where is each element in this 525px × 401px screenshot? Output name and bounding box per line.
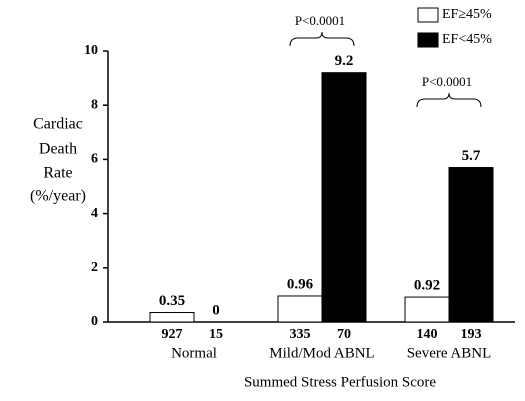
annotation: P<0.0001 [422, 74, 472, 89]
y-axis-title: Rate [43, 165, 72, 182]
legend-swatch [417, 32, 439, 48]
x-tick-label: Normal [171, 345, 217, 361]
count-label: 15 [209, 327, 223, 342]
y-tick-label: 0 [91, 314, 98, 329]
count-label: 193 [461, 327, 482, 342]
bar [448, 167, 494, 323]
count-label: 140 [417, 327, 438, 342]
bar [321, 72, 367, 323]
y-axis-title: (%/year) [30, 188, 86, 205]
legend-swatch [417, 7, 439, 23]
y-tick-label: 2 [91, 260, 98, 275]
count-label: 70 [337, 327, 351, 342]
x-axis-title: Summed Stress Perfusion Score [244, 374, 436, 390]
value-label: 5.7 [462, 148, 481, 164]
value-label: 0.92 [414, 278, 440, 294]
x-tick-label: Severe ABNL [407, 345, 492, 361]
bar [149, 312, 195, 323]
count-label: 927 [162, 327, 183, 342]
count-label: 335 [290, 327, 311, 342]
value-label: 0 [212, 302, 220, 318]
brace [416, 92, 482, 108]
legend-label: EF<45% [442, 32, 492, 47]
value-label: 0.96 [287, 276, 314, 292]
y-tick-label: 6 [91, 152, 98, 167]
x-tick-label: Mild/Mod ABNL [269, 345, 374, 361]
bar [277, 295, 323, 323]
value-label: 9.2 [335, 53, 354, 69]
bar [404, 296, 450, 323]
brace [289, 31, 355, 47]
y-tick-label: 8 [91, 97, 98, 112]
y-tick-label: 4 [91, 206, 98, 221]
y-axis-title: Cardiac [33, 116, 83, 133]
y-axis-title: Death [39, 141, 77, 158]
annotation: P<0.0001 [295, 13, 345, 28]
legend-label: EF≥45% [442, 7, 492, 22]
y-tick-label: 10 [84, 43, 98, 58]
value-label: 0.35 [159, 293, 185, 309]
